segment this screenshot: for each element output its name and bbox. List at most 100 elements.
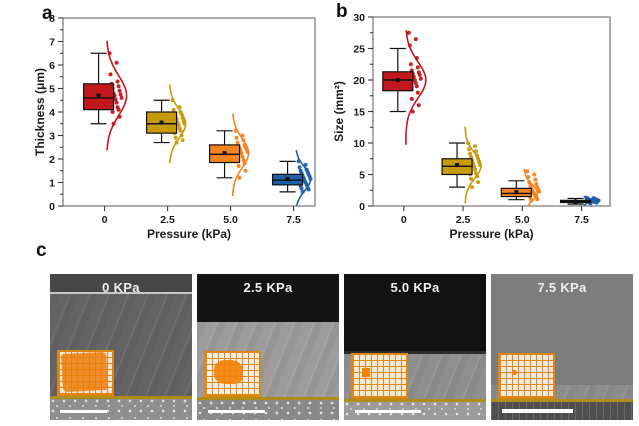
data-point — [235, 140, 240, 145]
group-7.5kpa — [559, 197, 592, 205]
data-point — [535, 197, 540, 202]
svg-text:30: 30 — [353, 12, 365, 24]
data-point — [414, 84, 419, 89]
data-point — [113, 97, 118, 102]
svg-text:5.0: 5.0 — [515, 214, 530, 226]
data-point — [297, 165, 302, 170]
data-point — [115, 79, 120, 84]
coverage-grid-inset — [498, 352, 555, 399]
scale-bar — [355, 410, 421, 414]
data-point — [467, 147, 472, 152]
data-point — [413, 81, 418, 86]
data-point — [407, 43, 412, 48]
data-point — [532, 172, 537, 177]
data-point — [410, 109, 415, 114]
svg-text:3: 3 — [49, 130, 55, 142]
substrate-interface-line — [491, 398, 633, 402]
svg-text:15: 15 — [353, 106, 365, 118]
scale-bar — [502, 408, 574, 413]
data-point — [174, 140, 179, 145]
data-point — [474, 149, 479, 154]
svg-text:5: 5 — [49, 83, 55, 95]
data-point — [466, 141, 471, 145]
data-point — [178, 128, 183, 133]
data-point — [234, 135, 239, 140]
svg-text:5: 5 — [359, 169, 365, 181]
sem-image-2-5kpa: 2.5 KPa — [197, 274, 339, 420]
data-point — [107, 51, 112, 56]
film-coverage-blob — [512, 369, 517, 375]
x-axis-label: Pressure (kPa) — [449, 227, 533, 241]
data-point — [416, 103, 421, 108]
svg-text:10: 10 — [353, 138, 365, 150]
axes: 0 1 2 3 4 5 6 7 8 0 2.5 5.0 7.5 Pressure (kPa) Thickne… — [34, 13, 301, 241]
svg-text:7: 7 — [49, 36, 55, 48]
data-point — [180, 115, 185, 120]
sem-substrate — [50, 398, 192, 420]
coverage-grid-inset — [57, 349, 114, 396]
data-point — [237, 175, 242, 180]
mean-marker — [395, 78, 400, 82]
data-point — [173, 135, 178, 140]
svg-text:2: 2 — [49, 154, 55, 166]
data-point — [303, 162, 308, 167]
y-axis-label: Thickness (μm) — [34, 68, 47, 156]
mean-marker — [222, 151, 227, 156]
data-point — [476, 156, 481, 161]
mean-marker — [514, 190, 519, 195]
svg-text:2.5: 2.5 — [160, 214, 175, 226]
sem-substrate — [197, 399, 339, 420]
sem-image-7-5kpa: 7.5 KPa — [491, 274, 633, 420]
data-point — [469, 176, 474, 181]
data-point — [117, 88, 122, 93]
coverage-grid-inset — [204, 351, 261, 398]
svg-text:6: 6 — [49, 60, 55, 72]
sem-film-region — [50, 294, 192, 399]
svg-text:20: 20 — [353, 75, 365, 87]
data-point — [473, 144, 478, 149]
data-point — [527, 180, 532, 185]
data-point — [537, 189, 542, 194]
data-point — [179, 112, 184, 117]
data-point — [111, 121, 116, 126]
svg-text:5.0: 5.0 — [223, 214, 238, 226]
data-point — [116, 107, 121, 112]
data-point — [594, 200, 599, 205]
data-point — [477, 159, 482, 164]
svg-text:7.5: 7.5 — [574, 214, 589, 226]
svg-text:7.5: 7.5 — [286, 214, 301, 226]
data-point — [242, 161, 247, 166]
data-point — [182, 121, 187, 126]
group-7.5kpa — [271, 160, 304, 193]
data-point — [475, 174, 480, 179]
substrate-interface-line — [197, 397, 339, 401]
data-point — [478, 163, 483, 168]
substrate-interface-line — [50, 395, 192, 399]
data-point — [180, 138, 185, 143]
data-point — [179, 133, 184, 138]
group-2.5kpa — [145, 99, 178, 144]
data-point — [110, 110, 115, 114]
data-point — [475, 153, 480, 158]
data-point — [414, 56, 419, 60]
svg-text:0: 0 — [49, 201, 55, 213]
sem-image-5-0kpa: 5.0 KPa — [344, 274, 486, 420]
data-point — [529, 198, 534, 203]
data-point — [308, 177, 313, 181]
scale-bar — [208, 410, 266, 414]
svg-text:1: 1 — [49, 177, 55, 189]
svg-text:25: 25 — [353, 43, 365, 55]
data-point — [406, 30, 411, 35]
data-point — [170, 98, 175, 103]
axes: 0 5 10 15 20 25 30 0 2.5 5.0 7.5 Pressure (kPa) Size… — [332, 12, 589, 241]
mean-marker — [455, 163, 460, 168]
data-point — [296, 159, 301, 164]
group-2.5kpa — [441, 142, 473, 188]
group-0kpa — [382, 47, 414, 113]
data-point — [470, 185, 475, 190]
data-point — [114, 100, 119, 105]
sem-image-row: 0 KPa 2.5 KPa 5.0 KPa — [50, 274, 633, 420]
mean-marker — [573, 199, 578, 204]
data-point — [306, 187, 311, 192]
svg-text:8: 8 — [49, 13, 55, 25]
